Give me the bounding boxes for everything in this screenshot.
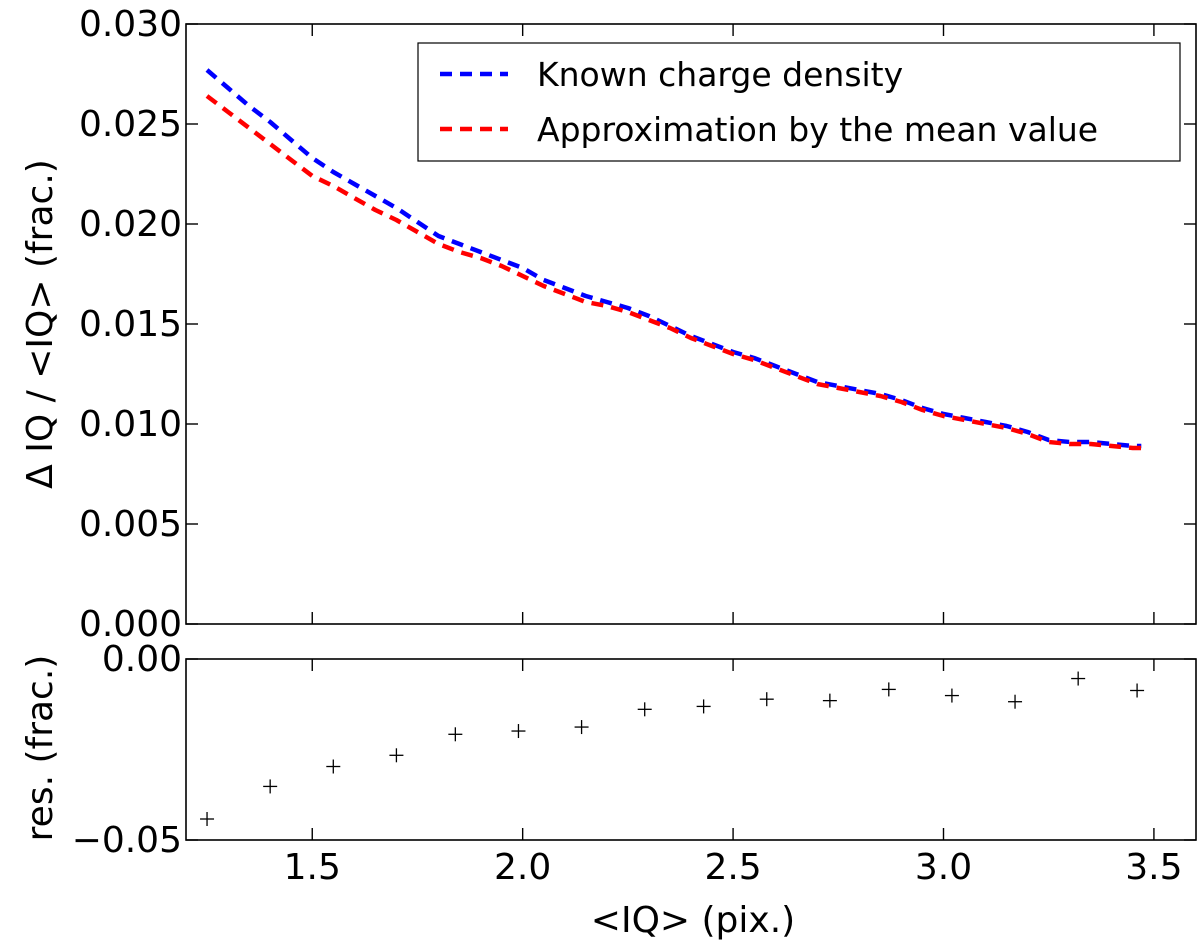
x-tick-label: 3.0 — [915, 847, 972, 888]
residual-point — [1071, 671, 1086, 686]
residual-point — [944, 688, 959, 703]
residual-point — [881, 682, 896, 697]
series-line-known-charge-density — [205, 68, 1142, 449]
residual-point — [696, 699, 711, 714]
main-y-axis-label: Δ IQ / <IQ> (frac.) — [20, 159, 61, 489]
residual-point — [822, 693, 837, 708]
main-y-tick-label: 0.000 — [79, 604, 182, 645]
x-tick-label: 2.5 — [704, 847, 761, 888]
x-tick-label: 3.5 — [1125, 847, 1182, 888]
residual-point — [326, 759, 341, 774]
residual-point — [511, 724, 526, 739]
main-y-tick-label: 0.010 — [79, 404, 182, 445]
main-panel: 0.000 0.005 0.010 0.015 0.020 0.025 0.030 Δ IQ… — [20, 4, 1197, 645]
main-y-tick-label: 0.030 — [79, 4, 182, 45]
main-series-lines — [205, 68, 1142, 451]
x-tick-label: 1.5 — [284, 847, 341, 888]
legend-box — [417, 42, 1181, 162]
main-x-ticks — [311, 24, 1155, 624]
residual-x-ticks: 1.5 2.0 2.5 3.0 3.5 — [284, 659, 1183, 888]
residual-points — [200, 671, 1145, 827]
residual-y-axis-label: res. (frac.) — [20, 655, 61, 842]
residual-point — [1130, 683, 1145, 698]
residual-point — [200, 812, 215, 827]
residual-point — [637, 702, 652, 717]
residual-y-tick-label: 0.00 — [102, 639, 182, 680]
residual-point — [448, 727, 463, 742]
residual-point — [263, 779, 278, 794]
main-y-ticks: 0.000 0.005 0.010 0.015 0.020 0.025 0.030 — [79, 4, 1196, 645]
residual-panel: −0.05 0.00 1.5 2.0 2.5 3.0 3.5 res. (frac.) <… — [20, 639, 1197, 941]
residual-y-tick-label: −0.05 — [72, 820, 182, 861]
main-y-tick-label: 0.020 — [79, 204, 182, 245]
residual-y-ticks: −0.05 0.00 — [72, 639, 1196, 861]
main-y-tick-label: 0.005 — [79, 504, 182, 545]
legend: Known charge density Approximation by th… — [417, 42, 1181, 162]
legend-label-known-charge-density: Known charge density — [537, 55, 903, 94]
main-y-tick-label: 0.015 — [79, 304, 182, 345]
residual-plot-frame — [185, 658, 1197, 841]
x-tick-label: 2.0 — [494, 847, 551, 888]
residual-point — [759, 692, 774, 707]
legend-label-approximation: Approximation by the mean value — [537, 110, 1098, 149]
x-axis-label: <IQ> (pix.) — [591, 900, 795, 941]
residual-point — [389, 748, 404, 763]
series-line-approximation — [205, 94, 1142, 451]
main-y-tick-label: 0.025 — [79, 104, 182, 145]
residual-point — [574, 720, 589, 735]
residual-point — [1008, 694, 1023, 709]
